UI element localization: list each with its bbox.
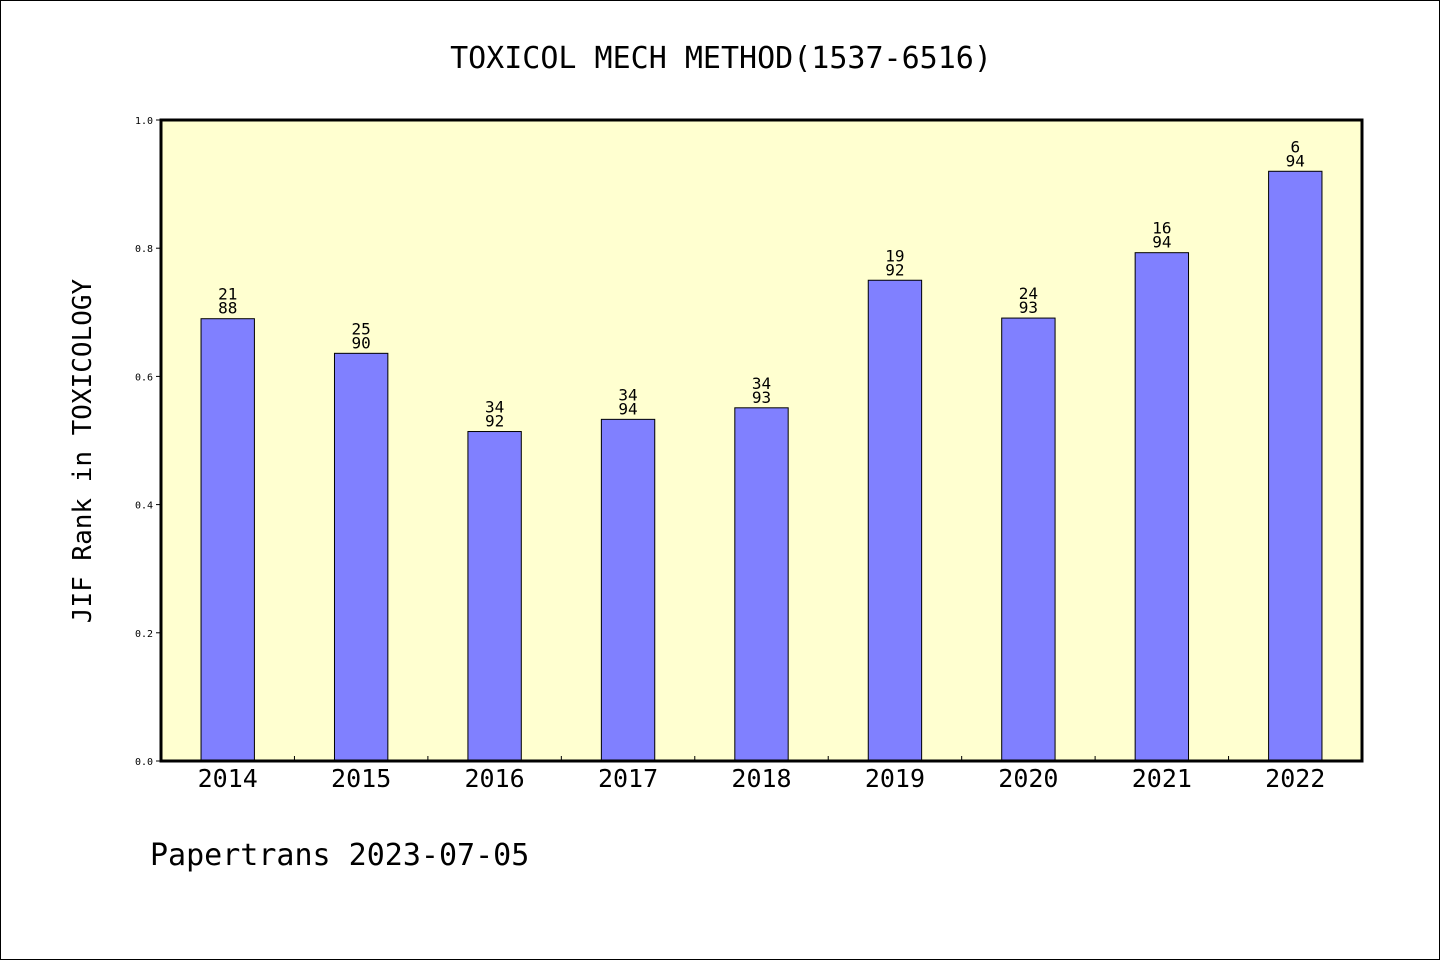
bar-2018	[734, 407, 789, 762]
y-axis-ticks: 0.0 0.2 0.4 0.6 0.8 1.0	[135, 116, 161, 768]
bar-2020	[1001, 317, 1056, 762]
bar-label-total-2019: 92	[885, 260, 904, 279]
bar-label-rank-2018: 34	[752, 374, 771, 393]
bar-2021	[1134, 252, 1190, 762]
x-tick-label-2015: 2015	[331, 764, 391, 793]
x-tick-label-2014: 2014	[198, 764, 258, 793]
x-tick-label-2020: 2020	[998, 764, 1058, 793]
y-tick-label: 0.0	[135, 757, 153, 768]
bar-label-total-2022: 94	[1286, 151, 1305, 170]
bars-layer	[200, 170, 1323, 762]
bar-2017	[600, 418, 656, 762]
bar-label-rank-2016: 34	[485, 398, 504, 417]
bar-2014	[200, 318, 255, 762]
bar-label-rank-2020: 24	[1019, 284, 1038, 303]
bar-label-rank-2019: 19	[885, 246, 904, 265]
x-axis-ticks: 2014 2015 2016 2017 2018 2019 2020 2021 2022	[198, 756, 1325, 793]
chart-title: TOXICOL MECH METHOD(1537-6516)	[450, 41, 992, 76]
bar-2019	[867, 279, 923, 762]
bar-label-rank-2015: 25	[352, 319, 371, 338]
bar-label-total-2017: 94	[618, 399, 637, 418]
y-tick-label: 0.8	[135, 244, 153, 255]
y-axis-label: JIF Rank in TOXICOLOGY	[68, 278, 98, 623]
bar-label-total-2020: 93	[1019, 298, 1038, 317]
bar-label-total-2016: 92	[485, 412, 504, 431]
bar-2015	[333, 352, 389, 762]
plot-border	[159, 118, 1364, 763]
bar-label-rank-2014: 21	[218, 285, 237, 304]
footer-text: Papertrans 2023-07-05	[150, 838, 529, 873]
x-tick-label-2022: 2022	[1265, 764, 1325, 793]
bar-label-total-2014: 88	[218, 299, 237, 318]
bar-label-total-2015: 90	[352, 333, 371, 352]
bar-2022	[1268, 170, 1323, 762]
y-tick-label: 0.4	[135, 501, 153, 512]
y-tick-label: 1.0	[135, 116, 153, 127]
x-tick-label-2018: 2018	[731, 764, 791, 793]
y-tick-label: 0.2	[135, 629, 153, 640]
bar-label-rank-2017: 34	[618, 385, 637, 404]
x-tick-label-2016: 2016	[465, 764, 525, 793]
bar-label-total-2018: 93	[752, 388, 771, 407]
bar-label-rank-2022: 6	[1290, 137, 1300, 156]
bar-label-total-2021: 94	[1152, 233, 1171, 252]
y-tick-label: 0.6	[135, 372, 153, 383]
bar-label-rank-2021: 16	[1152, 219, 1171, 238]
bar-2016	[467, 431, 522, 762]
x-tick-label-2021: 2021	[1132, 764, 1192, 793]
x-tick-label-2017: 2017	[598, 764, 658, 793]
x-tick-label-2019: 2019	[865, 764, 925, 793]
